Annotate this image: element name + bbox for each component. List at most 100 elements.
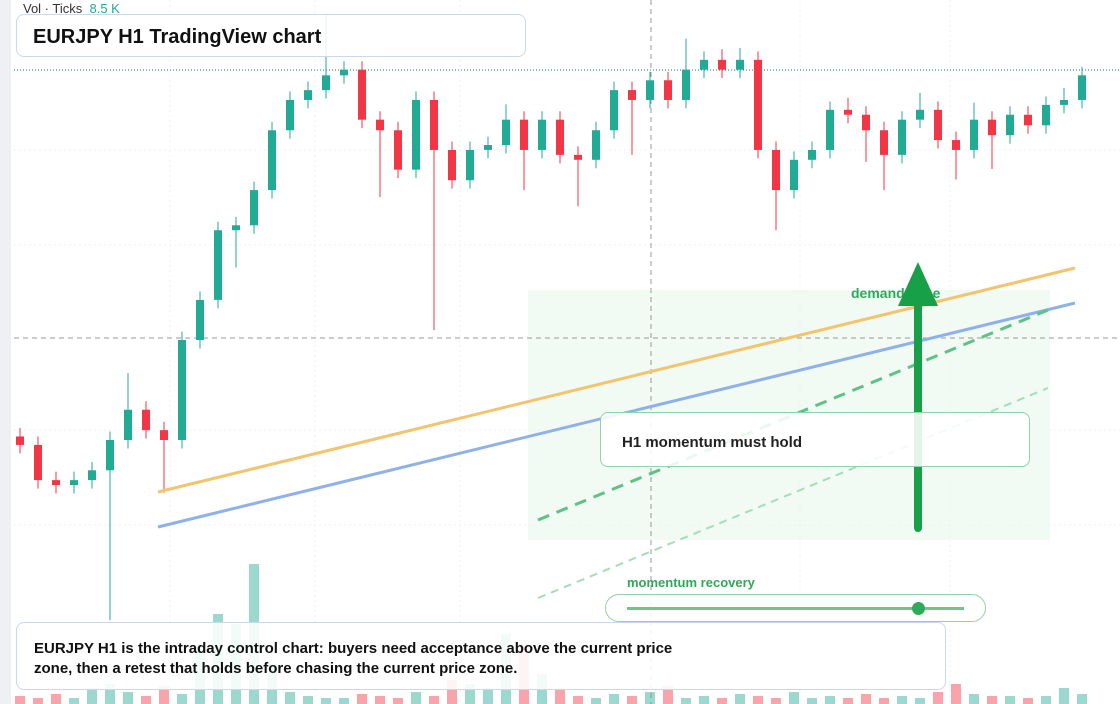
- volume-bar: [105, 684, 115, 704]
- volume-bar: [573, 696, 583, 704]
- candle-body: [106, 440, 114, 471]
- dashed-line: [537, 308, 1049, 522]
- volume-bar: [879, 698, 889, 704]
- volume-bar: [375, 696, 385, 704]
- volume-bar: [123, 692, 133, 704]
- candle-body: [1042, 104, 1050, 126]
- volume-bar: [87, 688, 97, 704]
- volume-bar: [861, 694, 871, 704]
- volume-bar: [51, 694, 61, 704]
- candle-body: [790, 159, 798, 191]
- candle-body: [520, 119, 528, 150]
- candle-body: [286, 99, 294, 131]
- volume-bar: [159, 686, 169, 704]
- candle-body: [844, 109, 852, 115]
- volume-bar: [735, 694, 745, 704]
- volume-bar: [393, 698, 403, 704]
- candle-body: [250, 190, 258, 226]
- candle-body: [826, 109, 834, 150]
- candle-body: [232, 225, 240, 231]
- volume-bar: [357, 694, 367, 704]
- candle-body: [16, 436, 24, 445]
- legend-value: 8.5 K: [89, 1, 120, 16]
- volume-bar: [825, 696, 835, 704]
- candle-body: [574, 154, 582, 160]
- candle-body: [610, 90, 618, 131]
- volume-bar: [897, 696, 907, 704]
- candle-body: [466, 149, 474, 181]
- candle-body: [34, 444, 42, 481]
- candle-body: [124, 409, 132, 440]
- candle-body: [322, 75, 330, 91]
- volume-bar: [753, 696, 763, 704]
- candle-body: [178, 340, 186, 440]
- summary-box: EURJPY H1 is the intraday control chart:…: [16, 622, 946, 690]
- volume-bar: [1041, 696, 1051, 704]
- volume-bar: [411, 692, 421, 704]
- volume-bar: [591, 698, 601, 704]
- callout: H1 momentum must hold: [622, 434, 803, 451]
- candle-body: [1024, 114, 1032, 126]
- volume-bar: [429, 696, 439, 704]
- candle-body: [484, 145, 492, 150]
- volume-bar: [663, 686, 673, 704]
- volume-bar: [321, 698, 331, 704]
- volume-bar: [717, 698, 727, 704]
- volume-bar: [915, 698, 925, 704]
- volume-bar: [807, 698, 817, 704]
- candle-body: [1078, 75, 1086, 100]
- candle-body: [1060, 99, 1068, 105]
- volume-bar: [303, 696, 313, 704]
- candle-body: [934, 109, 942, 141]
- volume-bar: [627, 696, 637, 704]
- candle-body: [952, 140, 960, 150]
- candle-body: [88, 470, 96, 481]
- volume-bar: [1005, 696, 1015, 704]
- candle-body: [196, 299, 204, 341]
- slider[interactable]: [605, 594, 986, 622]
- candle-body: [502, 119, 510, 146]
- candle-body: [754, 59, 762, 150]
- candle-body: [916, 109, 924, 120]
- candle-body: [412, 99, 420, 170]
- candle-body: [70, 480, 78, 486]
- candle-body: [358, 69, 366, 120]
- candle-body: [304, 90, 312, 100]
- volume-bar: [645, 692, 655, 704]
- callout-box: H1 momentum must hold: [600, 412, 1030, 467]
- legend: Vol · Ticks 8.5 K: [23, 1, 120, 16]
- slider-knob[interactable]: [912, 602, 925, 615]
- candle-body: [448, 149, 456, 181]
- slider-track: [627, 607, 964, 610]
- candle-body: [880, 130, 888, 155]
- candle-body: [268, 130, 276, 191]
- volume-bar: [285, 692, 295, 704]
- candle-body: [898, 119, 906, 155]
- volume-bar: [141, 696, 151, 704]
- volume-bar: [1059, 688, 1069, 704]
- volume-bar: [681, 698, 691, 704]
- volume-bar: [789, 692, 799, 704]
- candle-body: [538, 119, 546, 150]
- candle-body: [970, 119, 978, 150]
- volume-bar: [555, 688, 565, 704]
- candle-body: [430, 99, 438, 150]
- candle-body: [592, 130, 600, 160]
- candle-body: [376, 119, 384, 131]
- volume-bar: [15, 696, 25, 704]
- candle-body: [718, 59, 726, 70]
- legend-label: Vol · Ticks: [23, 1, 83, 16]
- candle-body: [340, 69, 348, 76]
- candle-body: [988, 119, 996, 136]
- candle-body: [700, 59, 708, 70]
- candle-body: [556, 119, 564, 155]
- volume-bar: [987, 696, 997, 704]
- title-box: EURJPY H1 TradingView chart: [16, 14, 526, 57]
- candle-body: [772, 149, 780, 191]
- dashed-line-light: [537, 387, 1049, 599]
- candle-body: [628, 90, 636, 100]
- chart-title: EURJPY H1 TradingView chart: [33, 26, 322, 48]
- volume-bar: [177, 694, 187, 704]
- volume-bar: [1023, 698, 1033, 704]
